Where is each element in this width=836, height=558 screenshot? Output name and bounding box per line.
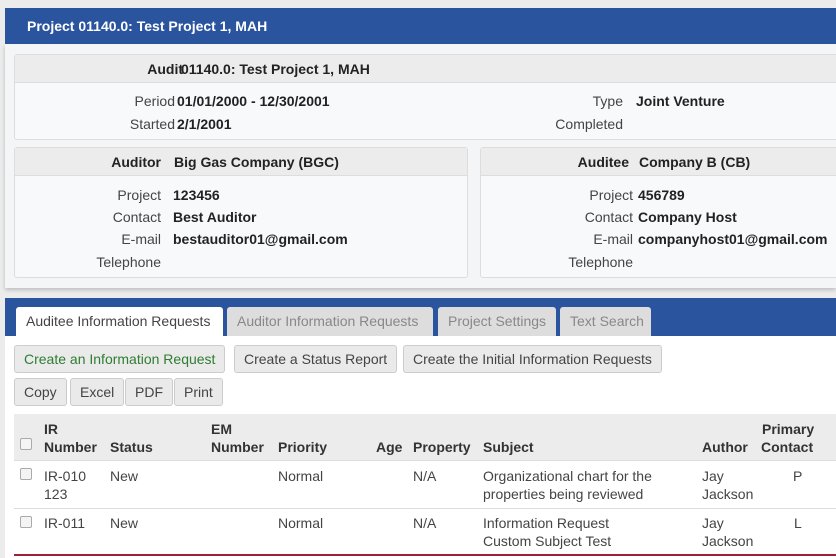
author: Jay [702, 468, 724, 484]
subject: Information Request [483, 515, 610, 531]
tab-project-settings[interactable]: Project Settings [438, 307, 556, 336]
pdf-button[interactable]: PDF [125, 378, 173, 406]
priority: Normal [278, 468, 324, 484]
subject-line-2: properties being reviewed [483, 486, 644, 502]
row-checkbox[interactable] [20, 468, 32, 480]
ir-number[interactable]: IR-010 [44, 468, 87, 484]
auditor-name: Big Gas Company (BGC) [174, 154, 339, 170]
property: N/A [413, 468, 437, 484]
create-status-report-button[interactable]: Create a Status Report [234, 345, 398, 373]
period-value: 01/01/2000 - 12/30/2001 [177, 93, 330, 109]
primary-contact: L [794, 515, 802, 531]
auditee-telephone-label: Telephone [568, 254, 633, 270]
subject-line-2: Custom Subject Test [483, 533, 612, 549]
auditor-email: bestauditor01@gmail.com [173, 231, 348, 247]
status: New [110, 468, 139, 484]
auditor-contact-label: Contact [112, 209, 161, 225]
col-primary-contact-2: Contact [761, 439, 814, 455]
audit-value: 01140.0: Test Project 1, MAH [181, 61, 370, 77]
auditor-project-label: Project [117, 187, 161, 203]
property: N/A [413, 515, 437, 531]
tab-auditee-information-requests[interactable]: Auditee Information Requests [16, 307, 223, 336]
auditee-contact: Company Host [638, 209, 737, 225]
auditor-box: Auditor Big Gas Company (BGC) Project 12… [14, 147, 468, 278]
table-row[interactable]: IR-010 123 New Normal N/A Organizational… [14, 461, 836, 509]
audit-box: Audit 01140.0: Test Project 1, MAH Perio… [14, 54, 836, 140]
primary-contact: P [793, 468, 803, 484]
auditor-telephone-label: Telephone [96, 254, 161, 270]
table-row[interactable]: IR-011 New Normal N/A Information Reques… [14, 509, 836, 556]
started-value: 2/1/2001 [177, 116, 232, 132]
col-em-number[interactable]: EM [211, 421, 232, 437]
type-value: Joint Venture [636, 93, 725, 109]
select-all-checkbox[interactable] [20, 438, 32, 450]
col-priority[interactable]: Priority [278, 439, 328, 455]
project-info-card: Audit 01140.0: Test Project 1, MAH Perio… [5, 44, 836, 288]
col-property[interactable]: Property [413, 439, 471, 455]
col-ir-number[interactable]: IR [44, 421, 58, 437]
auditee-email-label: E-mail [593, 231, 633, 247]
auditee-box: Auditee Company B (CB) Project 456789 Co… [480, 147, 836, 278]
auditee-project-label: Project [589, 187, 633, 203]
author: Jay [702, 515, 724, 531]
col-status[interactable]: Status [110, 439, 153, 455]
auditor-project: 123456 [173, 187, 220, 203]
auditor-label: Auditor [111, 154, 161, 170]
ir-number-suffix: 123 [44, 486, 68, 502]
auditee-label: Auditee [577, 154, 629, 170]
subject: Organizational chart for the [483, 468, 652, 484]
excel-button[interactable]: Excel [70, 378, 125, 406]
author-line-2: Jackson [702, 486, 754, 502]
tab-auditor-information-requests[interactable]: Auditor Information Requests [227, 307, 433, 336]
copy-button[interactable]: Copy [14, 378, 67, 406]
ir-number[interactable]: IR-011 [44, 515, 85, 531]
col-author[interactable]: Author [702, 439, 748, 455]
table-header: IR Number Status EM Number Priority Age … [14, 414, 836, 461]
started-label: Started [129, 116, 175, 132]
auditee-email: companyhost01@gmail.com [638, 231, 828, 247]
auditee-contact-label: Contact [584, 209, 633, 225]
col-ir-number-2: Number [44, 439, 97, 455]
print-button[interactable]: Print [174, 378, 223, 406]
priority: Normal [278, 515, 324, 531]
row-checkbox[interactable] [20, 516, 32, 528]
create-information-request-button[interactable]: Create an Information Request [14, 345, 226, 373]
status: New [110, 515, 139, 531]
create-initial-requests-button[interactable]: Create the Initial Information Requests [403, 345, 662, 373]
col-subject[interactable]: Subject [483, 439, 534, 455]
period-label: Period [134, 93, 175, 109]
completed-label: Completed [555, 116, 623, 132]
col-primary-contact[interactable]: Primary [762, 421, 815, 437]
auditor-contact: Best Auditor [173, 209, 257, 225]
col-age[interactable]: Age [376, 439, 403, 455]
author-line-2: Jackson [702, 533, 754, 549]
auditee-project: 456789 [638, 187, 685, 203]
audit-label: Audit [147, 61, 183, 77]
col-em-number-2: Number [211, 439, 264, 455]
tab-text-search[interactable]: Text Search [560, 307, 651, 336]
requests-section: Auditee Information Requests Auditor Inf… [5, 298, 836, 558]
type-label: Type [592, 93, 623, 109]
auditor-email-label: E-mail [121, 231, 161, 247]
tab-bar: Auditee Information Requests Auditor Inf… [5, 298, 836, 336]
auditee-name: Company B (CB) [639, 154, 751, 170]
page-title: Project 01140.0: Test Project 1, MAH [5, 8, 836, 44]
